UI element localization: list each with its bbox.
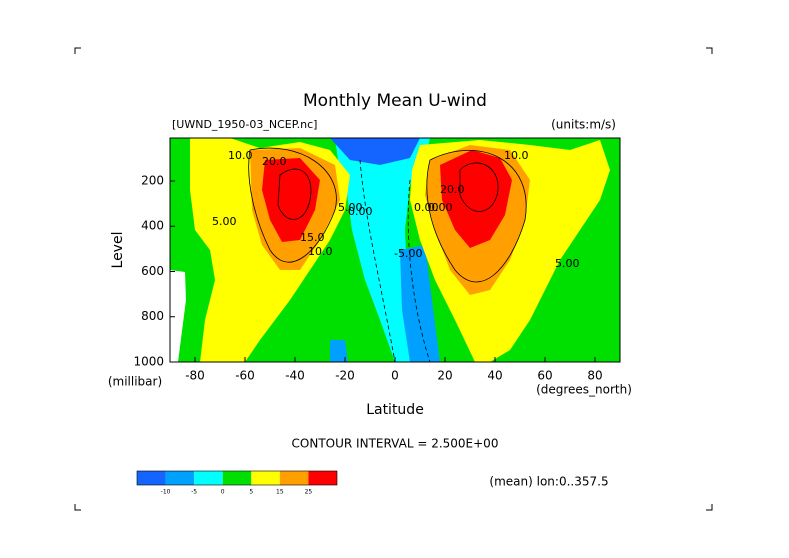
colorbar-swatch	[308, 471, 337, 485]
y-tick-label: 400	[141, 219, 164, 233]
y-axis-units: (millibar)	[108, 375, 162, 389]
colorbar-label: 5	[249, 489, 253, 496]
colorbar-label: 0	[221, 489, 225, 496]
colorbar-label: 15	[276, 489, 284, 496]
colorbar-label: -5	[191, 489, 197, 496]
colorbar-swatch	[137, 471, 166, 485]
colorbar-swatch	[165, 471, 195, 485]
y-tick-label: 800	[141, 309, 164, 323]
contour-label: 5.00	[555, 257, 580, 270]
y-tick-label: 600	[141, 264, 164, 278]
contour-interval: CONTOUR INTERVAL = 2.500E+00	[292, 437, 499, 451]
x-tick-label: -20	[335, 369, 355, 383]
colorbar-frame	[136, 470, 338, 486]
colorbar-swatch	[222, 471, 252, 485]
contour-field	[169, 137, 621, 363]
y-axis-label: Level	[110, 232, 126, 269]
contour-label: 0.00	[414, 201, 439, 214]
y-tick-label: 200	[141, 173, 164, 187]
chart-title: Monthly Mean U-wind	[303, 91, 487, 111]
contour-label: 10.0	[308, 245, 333, 258]
x-tick-label: 60	[537, 369, 552, 383]
contour-label: 20.0	[440, 183, 465, 196]
contour-label: 5.00	[212, 215, 237, 228]
contour-labels: 10.0 20.0 5.00 15.0 10.0 5.00 0.00 0.00 …	[212, 149, 580, 270]
x-tick-label: 40	[487, 369, 502, 383]
footnote: (mean) lon:0..357.5	[489, 475, 608, 489]
subtitle: [UWND_1950-03_NCEP.nc]	[172, 118, 317, 131]
x-axis-units: (degrees_north)	[536, 383, 632, 397]
x-tick-label: 20	[437, 369, 452, 383]
x-tick-label: 80	[587, 369, 602, 383]
x-axis-label: Latitude	[366, 402, 424, 418]
colorbar-swatch	[251, 471, 280, 485]
contour-label: 15.0	[300, 231, 325, 244]
contour-label: 10.0	[504, 149, 529, 162]
colorbar-label: 25	[305, 489, 313, 496]
contour-label: 5.00	[338, 201, 363, 214]
contour-label: 0.00	[348, 205, 373, 218]
contour-label: 20.0	[262, 155, 287, 168]
x-tick-label: 0	[391, 369, 399, 383]
y-tick-label: 1000	[133, 355, 164, 369]
colorbar-swatch	[279, 471, 309, 485]
x-tick-label: -80	[185, 369, 205, 383]
contour-label: -5.00	[394, 247, 422, 260]
contour-label: 10.0	[228, 149, 253, 162]
x-tick-label: -60	[235, 369, 255, 383]
contour-label: 0.00	[428, 201, 453, 214]
corner-marks	[74, 47, 713, 511]
x-tick-label: -40	[285, 369, 305, 383]
colorbar-swatch	[194, 471, 223, 485]
units: (units:m/s)	[551, 118, 616, 132]
colorbar-label: -10	[161, 489, 171, 496]
